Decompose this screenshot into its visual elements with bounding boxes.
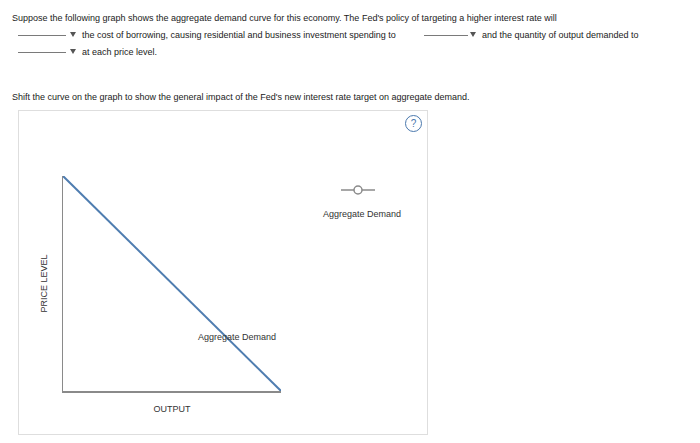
html-text:Suppose the following graph sh: Suppose the following graph shows the ag…	[12, 13, 557, 23]
html-text:at each price level.: at each price level.	[82, 47, 157, 57]
html-text:the cost of borrowing, causing: the cost of borrowing, causing residenti…	[82, 30, 396, 40]
svg-text:Aggregate Demand: Aggregate Demand	[198, 332, 276, 342]
html-text:and the quantity of output dem: and the quantity of output demanded to	[482, 30, 639, 40]
html-text:Aggregate Demand: Aggregate Demand	[323, 209, 402, 219]
svg-text:OUTPUT: OUTPUT	[154, 404, 192, 414]
html-text:Shift the curve on the graph t: Shift the curve on the graph to show the…	[12, 92, 470, 102]
svg-text:PRICE LEVEL: PRICE LEVEL	[39, 254, 49, 312]
